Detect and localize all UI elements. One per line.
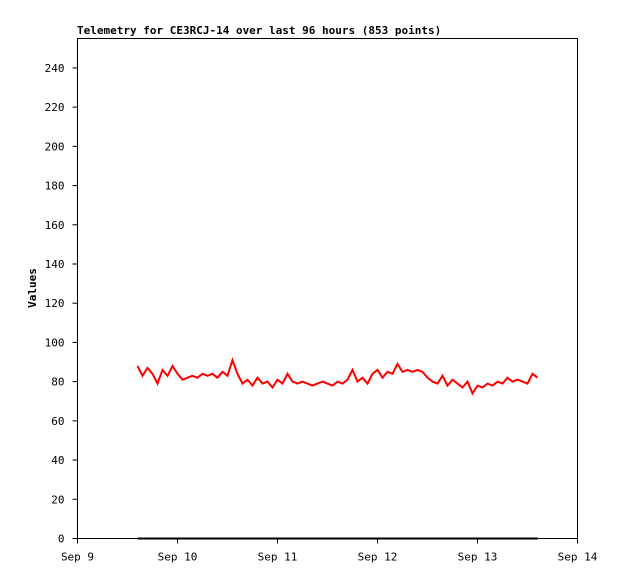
x-tick-label: Sep 10 — [158, 551, 198, 564]
y-axis-label: Values — [26, 268, 39, 308]
data-line — [136, 357, 539, 396]
x-tick-label: Sep 14 — [558, 551, 598, 564]
y-tick-label: 80 — [51, 376, 64, 389]
x-tick-label: Sep 9 — [61, 551, 94, 564]
y-tick-label: 40 — [51, 454, 64, 467]
y-tick-label: 100 — [45, 336, 65, 349]
x-tick-label: Sep 12 — [358, 551, 398, 564]
y-tick-label: 140 — [45, 258, 65, 271]
y-tick-label: 0 — [58, 533, 65, 546]
y-tick-label: 20 — [51, 493, 64, 506]
y-tick-label: 180 — [45, 180, 65, 193]
chart-title: Telemetry for CE3RCJ-14 over last 96 hou… — [77, 24, 441, 37]
plot-frame — [77, 38, 578, 539]
y-tick-label: 240 — [45, 62, 65, 75]
x-tick-label: Sep 13 — [458, 551, 498, 564]
y-tick-label: 120 — [45, 297, 65, 310]
x-tick-label: Sep 11 — [258, 551, 298, 564]
y-tick-label: 160 — [45, 219, 65, 232]
y-tick-label: 220 — [45, 101, 65, 114]
y-tick-label: 60 — [51, 415, 64, 428]
y-tick-label: 200 — [45, 140, 65, 153]
